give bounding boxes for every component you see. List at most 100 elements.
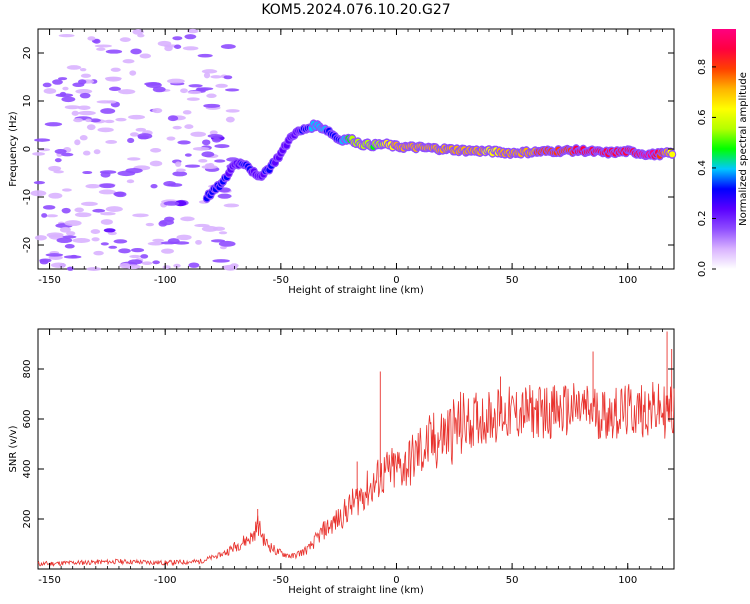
spectrogram-noise-blob <box>184 153 192 157</box>
spectrogram-noise-blob <box>163 201 180 206</box>
spectrogram-noise-blob <box>39 258 52 263</box>
spectrogram-noise-blob <box>61 207 71 214</box>
spectrogram-noise-blob <box>104 76 122 81</box>
spectrogram-noise-blob <box>129 70 137 76</box>
spectrogram-noise-blob <box>190 131 207 137</box>
spectrogram-noise-blob <box>173 241 190 245</box>
spectrogram-noise-blob <box>147 241 164 246</box>
spectrogram-noise-blob <box>157 40 172 47</box>
spectrogram-noise-blob <box>100 171 111 178</box>
snr-xtick-label: -150 <box>38 575 61 586</box>
spectrogram-xtick-label: -100 <box>154 275 177 286</box>
spectrogram-noise-blob <box>137 33 145 38</box>
spectrogram-noise-blob <box>145 82 162 89</box>
spectrogram-noise-blob <box>184 34 197 40</box>
spectrogram-noise-blob <box>162 265 171 270</box>
spectrogram-noise-blob <box>93 250 104 256</box>
spectrogram-noise-blob <box>205 163 212 167</box>
spectrogram-noise-blob <box>114 191 127 198</box>
spectrogram-noise-blob <box>180 216 195 222</box>
spectrogram-noise-blob <box>61 188 72 192</box>
spectrogram-noise-blob <box>61 152 74 157</box>
spectrogram-noise-blob <box>150 184 158 189</box>
spectrogram-noise-blob <box>48 192 63 199</box>
spectrogram-noise-blob <box>99 183 116 189</box>
spectrogram-noise-blob <box>100 242 109 246</box>
colorbar-gradient <box>712 29 736 269</box>
spectrogram-noise-blob <box>41 213 48 218</box>
spectrogram-noise-blob <box>220 44 236 50</box>
spectrogram-noise-blob <box>71 110 79 116</box>
snr-ytick-label: 800 <box>22 359 33 378</box>
spectrogram-noise-blob <box>119 262 131 269</box>
spectrogram-noise-blob <box>175 168 186 173</box>
spectrogram-noise-blob <box>188 262 200 268</box>
snr-ylabel: SNR (v/v) <box>8 425 19 472</box>
spectrogram-noise-blob <box>152 238 164 243</box>
spectrogram-noise-blob <box>225 109 240 113</box>
spectrogram-xtick-label: 50 <box>506 275 519 286</box>
spectrogram-noise-blob <box>223 203 240 208</box>
colorbar-tick-label: 0.8 <box>697 59 708 75</box>
spectrogram-noise-blob <box>164 216 175 222</box>
spectrogram-noise-blob <box>119 37 131 42</box>
spectrogram-noise-blob <box>130 48 142 55</box>
spectrogram-noise-blob <box>180 88 188 94</box>
spectrogram-noise-blob <box>80 201 98 207</box>
spectrogram-noise-blob <box>58 34 75 38</box>
spectrogram-noise-blob <box>104 119 115 124</box>
spectrogram-noise-blob <box>48 165 62 172</box>
spectrogram-noise-blob <box>106 100 117 104</box>
spectrogram-ytick-label: -20 <box>22 237 33 253</box>
spectrogram-noise-blob <box>82 170 93 175</box>
spectrogram-noise-blob <box>215 83 228 88</box>
spectrogram-noise-blob <box>66 65 82 70</box>
colorbar: 0.0 0.2 0.4 0.6 0.8 Normalized spectral ampl… <box>697 29 749 277</box>
spectrogram-ytick-label: 20 <box>22 47 33 60</box>
spectrogram-noise-blob <box>52 79 63 85</box>
spectrogram-noise-blob <box>212 259 231 263</box>
spectrogram-noise-blob <box>79 135 88 141</box>
spectrogram-noise-blob <box>145 222 155 227</box>
spectrogram-noise-blob <box>172 125 182 130</box>
spectrogram-noise-blob <box>74 207 84 213</box>
spectrogram-noise-blob <box>172 36 183 41</box>
snr-xtick-label: 100 <box>618 575 637 586</box>
spectrogram-noise-blob <box>110 67 121 72</box>
spectrogram-noise-blob <box>108 245 118 249</box>
spectrogram-noise-blob <box>103 228 116 233</box>
spectrogram-noise-blob <box>129 132 139 137</box>
spectrogram-noise-blob <box>100 212 116 216</box>
spectrogram-noise-blob <box>44 122 63 127</box>
spectrogram-noise-blob <box>197 53 213 58</box>
spectrogram-noise-blob <box>54 158 62 163</box>
spectrogram-noise-blob <box>115 117 127 122</box>
spectrogram-noise-blob <box>206 93 217 98</box>
spectrogram-ylabel: Frequency (Hz) <box>8 111 19 187</box>
spectrogram-noise-blob <box>85 118 92 123</box>
spectrogram-noise-blob <box>132 213 149 218</box>
snr-ytick-label: 400 <box>22 459 33 478</box>
spectrogram-ytick-label: -10 <box>22 189 33 205</box>
spectrogram-noise-blob <box>50 262 67 268</box>
spectrogram-noise-blob <box>173 263 181 268</box>
spectrogram-noise-blob <box>118 89 136 95</box>
spectrogram-noise-blob <box>100 219 113 225</box>
spectrogram-noise-blob <box>127 137 135 144</box>
spectrogram-noise-blob <box>182 110 192 115</box>
spectrogram-noise-blob <box>203 103 221 108</box>
spectrogram-noise-blob <box>56 237 73 244</box>
spectrogram-noise-blob <box>77 105 91 110</box>
snr-xtick-label: 50 <box>506 575 519 586</box>
spectrogram-noise-blob <box>64 105 81 110</box>
spectrogram-noise-blob <box>73 117 83 123</box>
spectrogram-noise-blob <box>33 181 46 185</box>
spectrogram-noise-blob <box>78 110 96 116</box>
spectrogram-noise-blob <box>176 234 192 241</box>
spectrogram-noise-blob <box>184 164 201 168</box>
spectrogram-noise-blob <box>160 241 177 245</box>
spectrogram-noise-blob <box>30 190 47 197</box>
spectrogram-noise-blob <box>66 231 76 236</box>
